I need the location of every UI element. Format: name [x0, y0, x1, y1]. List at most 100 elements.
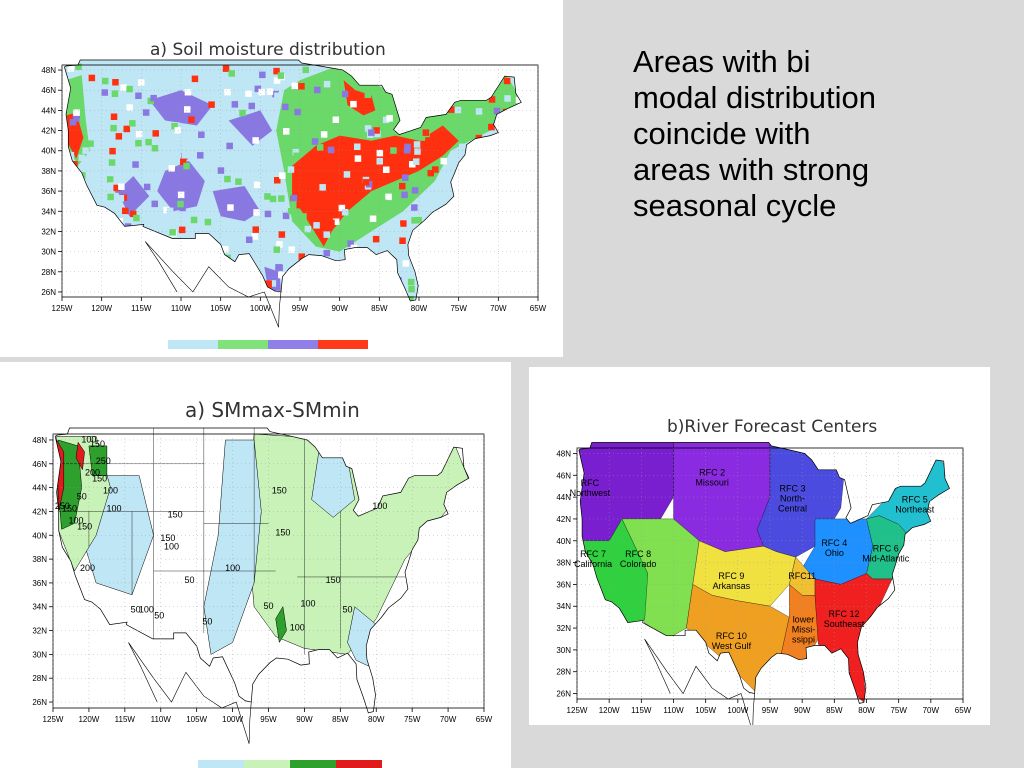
soil-cell — [112, 79, 119, 86]
soil-cell — [376, 158, 383, 165]
soil-cell — [411, 217, 418, 224]
lat-tick-label: 26N — [32, 698, 47, 707]
soil-cell — [407, 278, 415, 286]
legend-swatch — [268, 340, 318, 349]
soil-cell — [145, 138, 152, 146]
soil-cell — [401, 122, 409, 129]
lon-tick-label: 85W — [826, 706, 843, 715]
lon-tick-label: 80W — [858, 706, 875, 715]
soil-cell — [405, 82, 413, 90]
soil-cell — [168, 165, 175, 172]
soil-cell — [129, 230, 136, 237]
soil-cell — [294, 108, 301, 116]
soil-cell — [276, 264, 283, 271]
soil-cell — [69, 214, 76, 222]
soil-cell — [487, 141, 494, 148]
soil-cell — [404, 143, 411, 151]
soil-cell — [104, 262, 111, 270]
soil-cell — [199, 252, 207, 259]
soil-cell — [178, 226, 186, 234]
soil-cell — [230, 281, 238, 289]
soil-cell — [254, 126, 261, 133]
soil-moisture-title: a) Soil moisture distribution — [150, 40, 386, 60]
soil-cell — [273, 67, 280, 75]
soil-cell — [76, 100, 83, 108]
lat-tick-label: 48N — [556, 449, 571, 458]
lon-tick-label: 100W — [222, 715, 243, 724]
soil-cell — [362, 179, 370, 186]
smdiff-zone — [88, 445, 108, 476]
soil-cell — [265, 280, 272, 287]
soil-cell — [450, 294, 457, 301]
soil-cell — [467, 218, 475, 226]
soil-cell — [172, 242, 179, 249]
soil-cell — [463, 198, 470, 205]
soil-cell — [296, 283, 304, 290]
soil-cell — [302, 66, 309, 74]
soil-cell — [332, 218, 340, 225]
lon-tick-label: 105W — [186, 715, 207, 724]
soil-cell — [183, 162, 190, 170]
soil-cell — [69, 119, 77, 126]
soil-cell — [129, 120, 136, 127]
soil-cell — [104, 251, 112, 258]
soil-cell — [143, 183, 151, 191]
soil-cell — [350, 100, 357, 108]
soil-cell — [224, 88, 231, 96]
smdiff-zone — [275, 605, 287, 644]
soil-cell — [304, 225, 312, 233]
soil-cell — [484, 170, 491, 177]
soil-cell — [288, 246, 295, 253]
soil-cell — [264, 193, 271, 200]
soil-cell — [426, 219, 433, 226]
soil-cell — [100, 275, 107, 282]
lon-tick-label: 125W — [567, 706, 588, 715]
soil-cell — [417, 79, 424, 86]
soil-cell — [166, 207, 174, 215]
soil-cell — [266, 88, 274, 95]
contour-label: 150 — [272, 486, 287, 496]
soil-cell — [228, 283, 235, 290]
soil-cell — [152, 130, 159, 137]
soil-cell — [385, 193, 392, 201]
soil-cell — [500, 154, 508, 162]
soil-cell — [418, 287, 426, 294]
lon-tick-label: 95W — [762, 706, 779, 715]
contour-label: 50 — [202, 617, 212, 627]
contour-label: 100 — [139, 605, 154, 615]
soil-cell — [287, 166, 295, 173]
soil-cell — [497, 223, 505, 230]
soil-cell — [217, 167, 225, 174]
soil-cell — [231, 101, 239, 108]
soil-cell — [151, 145, 159, 152]
soil-cell — [75, 63, 82, 70]
soil-cell — [67, 252, 74, 260]
soil-cell — [409, 161, 416, 168]
soil-cell — [302, 167, 309, 174]
soil-cell — [406, 78, 414, 85]
soil-cell — [413, 158, 420, 165]
lat-tick-label: 46N — [41, 86, 56, 95]
lat-tick-label: 26N — [556, 690, 571, 699]
lon-tick-label: 110W — [151, 715, 172, 724]
soil-cell — [69, 201, 76, 208]
soil-cell — [132, 161, 139, 168]
rfc-region-label: RFC 6 Mid-Atlantic — [862, 544, 910, 564]
soil-cell — [408, 285, 415, 293]
soil-cell — [227, 204, 234, 211]
soil-cell — [467, 72, 474, 79]
lat-tick-label: 46N — [32, 460, 47, 469]
lat-tick-label: 44N — [556, 493, 571, 502]
soil-cell — [91, 239, 99, 247]
contour-label: 100 — [225, 563, 240, 573]
smdiff-zone — [75, 441, 85, 471]
soil-cell — [248, 102, 255, 110]
soil-cell — [286, 231, 294, 238]
lon-tick-label: 95W — [260, 715, 277, 724]
soil-cell — [190, 216, 198, 224]
rfc-region-label: RFC 9 Arkansas — [713, 571, 751, 591]
soil-cell — [278, 231, 286, 238]
soil-cell — [414, 119, 421, 126]
lon-tick-label: 65W — [476, 715, 493, 724]
soil-cell — [402, 260, 410, 267]
